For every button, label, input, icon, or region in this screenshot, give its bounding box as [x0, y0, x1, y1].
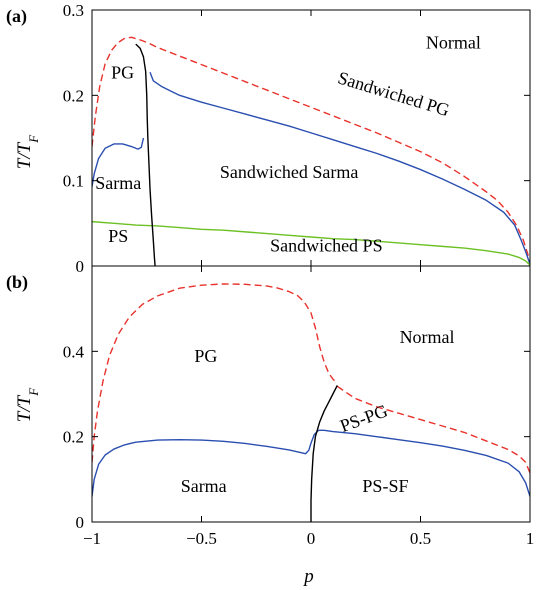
- panel-a-plot-area: [92, 36, 530, 266]
- panel-b-series-line-0: [92, 283, 338, 463]
- panel-b-xtick-label: −0.5: [186, 529, 217, 548]
- panel-a-region-labels: Normal PG Sandwiched PG Sarma Sandwiched Sar…: [95, 32, 481, 255]
- panel-b-plot-area: [92, 283, 530, 522]
- panel-b-ticks: [91, 266, 531, 523]
- panel-a-ytick-label: 0.2: [63, 86, 84, 105]
- panel-b-xtick-label: 1: [526, 529, 535, 548]
- panel-b-label: (b): [6, 272, 28, 293]
- panel-b-series-line-3: [310, 385, 338, 522]
- panel-b-ytick-label: 0.4: [63, 342, 85, 361]
- panel-b-xtick-label: 0: [307, 529, 316, 548]
- panel-a-series-line-1: [92, 137, 145, 187]
- panel-b-region-label-sarma: Sarma: [181, 476, 227, 496]
- panel-a-ytick-label: 0: [76, 257, 85, 276]
- panel-b-region-label-pg: PG: [194, 346, 217, 366]
- panel-a-ytick-label: 0.3: [63, 1, 84, 20]
- panel-b-region-labels: Normal PG PS-PG Sarma PS-SF: [181, 327, 455, 496]
- panel-b-ytick-label: 0.2: [63, 428, 84, 447]
- panel-b-region-label-normal: Normal: [400, 327, 455, 347]
- panel-a-region-label-ps: PS: [108, 226, 128, 246]
- panel-b-xtick-label: 0.5: [410, 529, 431, 548]
- panel-b-series-line-2: [92, 429, 530, 497]
- panel-b-region-label-ps-sf: PS-SF: [362, 476, 408, 496]
- panel-b: 0 0.2 0.4 −1 −0.5 0 0.5 1 Normal PG PS-PG Sarma PS-…: [6, 265, 535, 587]
- panel-a-series-line-3: [92, 220, 530, 266]
- panel-b-xtick-label: −1: [83, 529, 101, 548]
- panel-b-region-label-ps-pg: PS-PG: [337, 400, 390, 436]
- panel-a-ylabel: T/TF: [14, 134, 41, 169]
- panel-a-region-label-normal: Normal: [426, 32, 481, 52]
- panel-b-ytick-label: 0: [76, 513, 85, 532]
- panel-a-tick-labels: 0 0.1 0.2 0.3: [63, 1, 84, 276]
- panel-a-region-label-pg: PG: [111, 62, 134, 82]
- panel-a-series-line-4: [135, 43, 156, 266]
- panel-b-ylabel: T/TF: [14, 387, 41, 422]
- panel-b-xlabel: p: [302, 566, 314, 587]
- panel-a-region-label-sandwiched-ps: Sandwiched PS: [270, 235, 383, 255]
- panel-b-tick-labels: 0 0.2 0.4 −1 −0.5 0 0.5 1: [63, 342, 535, 548]
- panel-a-region-label-sandwiched-sarma: Sandwiched Sarma: [220, 162, 358, 182]
- panel-b-series-line-1: [336, 385, 530, 474]
- panel-a-label: (a): [6, 6, 27, 27]
- panel-a-region-label-sandwiched-pg: Sandwiched PG: [336, 67, 452, 120]
- panel-a-region-label-sarma: Sarma: [95, 173, 141, 193]
- panel-a-series-line-0: [92, 36, 530, 266]
- panel-a-ytick-label: 0.1: [63, 172, 84, 191]
- panel-a: 0 0.1 0.2 0.3 Normal PG Sandwiched PG Sarma San…: [6, 1, 531, 276]
- panel-a-series-line-2: [149, 72, 530, 265]
- panel-a-ticks: [91, 9, 531, 267]
